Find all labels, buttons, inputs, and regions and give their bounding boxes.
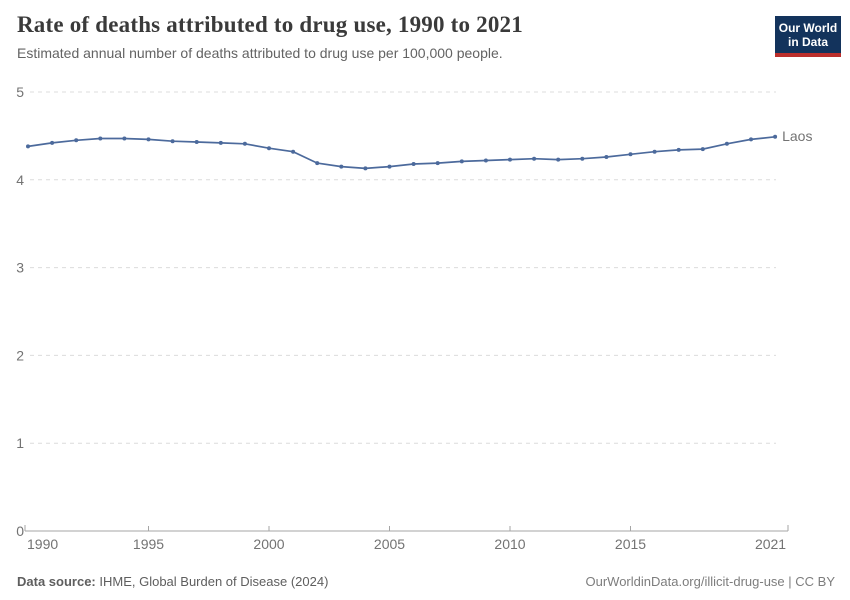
y-tick-label: 0 [16,523,24,539]
data-point[interactable] [700,147,705,152]
data-point[interactable] [267,146,271,151]
data-point[interactable] [508,157,512,162]
data-point[interactable] [628,152,633,157]
data-point[interactable] [339,164,344,169]
owid-logo-line2: in Data [787,35,828,49]
y-tick-label: 3 [16,260,24,276]
series-label[interactable]: Laos [782,128,812,144]
data-source-label: Data source: [17,574,96,589]
data-point[interactable] [483,158,488,163]
y-tick-label: 4 [16,172,24,188]
data-point[interactable] [604,155,609,159]
data-point[interactable] [218,140,223,145]
data-point[interactable] [749,137,753,142]
y-tick-label: 1 [16,435,24,451]
data-point[interactable] [194,140,199,144]
data-point[interactable] [556,157,561,162]
data-point[interactable] [291,149,296,154]
data-point[interactable] [146,137,151,142]
data-source: Data source: IHME, Global Burden of Dise… [17,574,328,589]
x-tick-label: 2015 [615,536,646,552]
owid-logo[interactable]: Our World in Data [775,16,841,57]
x-tick-label: 2000 [253,536,284,552]
chart-subtitle: Estimated annual number of deaths attrib… [17,45,503,61]
chart-header: Rate of deaths attributed to drug use, 1… [17,12,750,61]
data-point[interactable] [242,141,247,146]
data-point[interactable] [170,139,175,144]
data-point[interactable] [50,140,55,145]
data-point[interactable] [122,136,127,141]
x-tick-label: 2010 [494,536,525,552]
x-tick-label: 1990 [27,536,58,552]
data-point[interactable] [773,134,778,139]
chart-title: Rate of deaths attributed to drug use, 1… [17,12,523,37]
chart-footer: Data source: IHME, Global Burden of Dise… [17,574,835,589]
data-point[interactable] [26,144,30,149]
data-point[interactable] [724,141,729,146]
data-point[interactable] [532,156,537,161]
y-tick-label: 2 [16,347,24,363]
data-point[interactable] [435,161,440,166]
owid-link[interactable]: OurWorldinData.org/illicit-drug-use | CC… [585,574,836,589]
data-point[interactable] [363,166,368,171]
data-source-value: IHME, Global Burden of Disease (2024) [95,574,329,589]
owid-logo-line1: Our World [778,21,838,35]
x-tick-label: 2021 [755,536,786,552]
data-point[interactable] [652,149,657,154]
data-point[interactable] [387,164,392,169]
x-tick-label: 1995 [133,536,164,552]
data-point[interactable] [676,147,681,152]
data-point[interactable] [580,156,585,161]
x-tick-label: 2005 [374,536,405,552]
data-point[interactable] [411,162,416,166]
data-point[interactable] [315,161,320,166]
data-line[interactable] [27,135,776,170]
data-point[interactable] [74,138,79,143]
data-point[interactable] [459,159,464,164]
y-tick-label: 5 [16,84,24,100]
data-point[interactable] [98,136,103,141]
